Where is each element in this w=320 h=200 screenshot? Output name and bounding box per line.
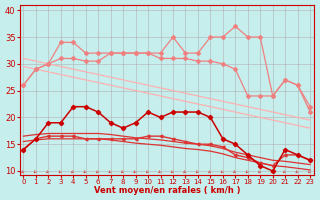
X-axis label: Vent moyen/en rafales ( km/h ): Vent moyen/en rafales ( km/h ) (93, 186, 240, 195)
